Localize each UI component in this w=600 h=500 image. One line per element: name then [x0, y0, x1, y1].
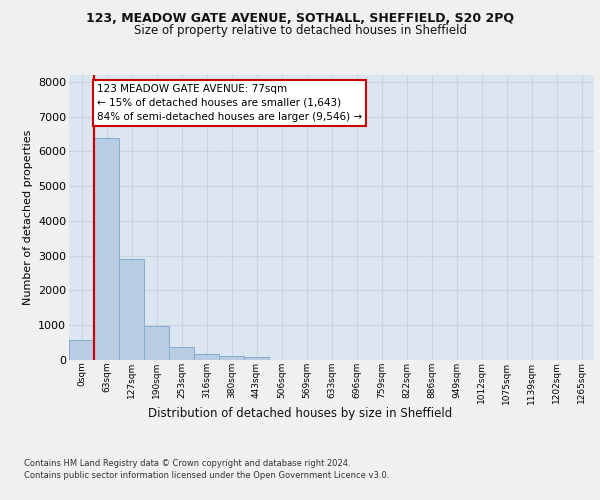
- Text: Size of property relative to detached houses in Sheffield: Size of property relative to detached ho…: [133, 24, 467, 37]
- Bar: [94, 138, 119, 360]
- Bar: [194, 354, 219, 360]
- Bar: [169, 348, 194, 360]
- Y-axis label: Number of detached properties: Number of detached properties: [23, 130, 32, 305]
- Text: 123, MEADOW GATE AVENUE, SOTHALL, SHEFFIELD, S20 2PQ: 123, MEADOW GATE AVENUE, SOTHALL, SHEFFI…: [86, 12, 514, 26]
- Bar: [194, 354, 219, 360]
- Bar: [94, 138, 119, 360]
- Bar: [219, 356, 244, 360]
- Text: 123 MEADOW GATE AVENUE: 77sqm
← 15% of detached houses are smaller (1,643)
84% o: 123 MEADOW GATE AVENUE: 77sqm ← 15% of d…: [97, 84, 362, 122]
- Bar: [69, 340, 94, 360]
- Bar: [244, 357, 269, 360]
- Bar: [69, 340, 94, 360]
- Bar: [144, 326, 169, 360]
- Bar: [244, 357, 269, 360]
- Bar: [119, 258, 144, 360]
- Text: Distribution of detached houses by size in Sheffield: Distribution of detached houses by size …: [148, 408, 452, 420]
- Bar: [219, 356, 244, 360]
- Bar: [144, 326, 169, 360]
- Bar: [119, 258, 144, 360]
- Text: Contains public sector information licensed under the Open Government Licence v3: Contains public sector information licen…: [24, 471, 389, 480]
- Bar: [169, 348, 194, 360]
- Text: Contains HM Land Registry data © Crown copyright and database right 2024.: Contains HM Land Registry data © Crown c…: [24, 458, 350, 468]
